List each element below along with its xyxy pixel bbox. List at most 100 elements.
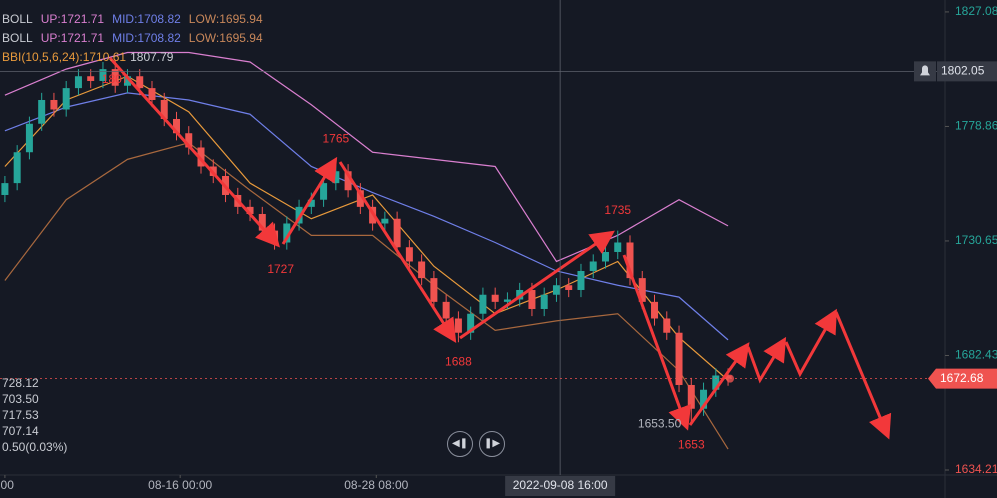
arrow — [338, 161, 457, 344]
candle-body — [50, 99, 58, 110]
arrow — [108, 56, 281, 248]
candle-body — [197, 147, 205, 167]
next-button[interactable]: ❚▶ — [479, 431, 505, 457]
plot — [1, 11, 949, 478]
last-price-dot — [726, 374, 735, 383]
candle-body — [700, 389, 708, 409]
candle-body — [442, 301, 450, 319]
indicator-line — [4, 75, 729, 381]
candle-body — [687, 384, 695, 409]
legend-item: MID:1708.82 — [112, 12, 181, 26]
candle-body — [516, 289, 524, 300]
candle-body — [136, 76, 144, 89]
candle-body — [405, 247, 413, 262]
annotation: 1688 — [445, 354, 472, 368]
y-tick-label: 1778.86 — [955, 119, 997, 133]
candle-body — [320, 183, 328, 200]
candle-body — [418, 261, 426, 279]
arrow — [622, 254, 692, 431]
info-value: 703.50 — [2, 392, 39, 406]
last-price-box — [928, 368, 997, 389]
annotation: 1765 — [322, 132, 349, 146]
candle-body — [663, 318, 671, 333]
legend-row: BBI(10,5,6,24):1710.61 1807.79 — [2, 48, 271, 67]
arrow — [688, 342, 750, 426]
x-tick-label: 00 — [1, 478, 15, 492]
candle-body — [430, 278, 438, 302]
crosshair-y-box — [937, 61, 997, 82]
info-value: 728.12 — [2, 376, 39, 390]
trend-arrows — [108, 56, 892, 440]
candle-body — [393, 218, 401, 248]
candle-body — [246, 206, 254, 214]
candle-body — [344, 171, 352, 191]
indicator-line — [4, 142, 729, 450]
info-value: 0.50(0.03%) — [2, 440, 68, 454]
candle-body — [148, 88, 156, 100]
candle-body — [552, 285, 560, 295]
candle-body — [589, 261, 597, 271]
info-panel: 728.12 703.50 717.53 707.14 0.50(0.03%) — [2, 375, 67, 455]
arrow — [459, 230, 615, 340]
legend-item: BOLL — [2, 12, 33, 26]
x-tick-label: 08-16 00:00 — [148, 478, 212, 492]
candle-body — [99, 69, 107, 81]
legend: BOLL UP:1721.71 MID:1708.82 LOW:1695.94 BOLL… — [2, 10, 271, 67]
candle-body — [565, 285, 573, 290]
crosshair-y-label: 1802.05 — [941, 64, 985, 78]
last-price-label: 1672.68 — [940, 371, 984, 385]
candle-body — [87, 76, 95, 81]
candle-body — [38, 99, 46, 124]
prev-button[interactable]: ◀❚ — [447, 431, 473, 457]
y-tick-label: 1730.65 — [955, 233, 997, 247]
arrow — [834, 311, 892, 440]
legend-item: UP:1721.71 — [40, 31, 105, 45]
candle-body — [160, 99, 168, 119]
candle-body — [675, 332, 683, 385]
annotation: 1653 — [678, 438, 705, 452]
y-tick-label: 1682.43 — [955, 348, 997, 362]
candle-body — [577, 270, 585, 290]
candle-body — [614, 242, 622, 252]
candle-body — [172, 118, 180, 134]
y-tick-label: 1634.21 — [955, 462, 997, 476]
candle-body — [25, 123, 33, 153]
candle-body — [185, 133, 193, 148]
candle-body — [307, 199, 315, 207]
annotation: 1807 — [102, 72, 129, 86]
info-value: 707.14 — [2, 424, 39, 438]
candle-body — [540, 294, 548, 309]
candle-body — [1, 183, 9, 195]
candle-body — [712, 375, 720, 390]
arrow — [784, 308, 837, 378]
crosshair-x-label: 2022-09-08 16:00 — [513, 478, 608, 492]
candle-body — [123, 76, 131, 86]
legend-item: LOW:1695.94 — [188, 12, 263, 26]
low-label: 1653.50 — [638, 416, 682, 430]
y-tick-label: 1827.08 — [955, 4, 997, 18]
crosshair-x-box — [505, 476, 616, 496]
arrow — [281, 156, 338, 245]
candle-body — [74, 76, 82, 89]
bell-icon — [920, 65, 930, 76]
legend-row: BOLL UP:1721.71 MID:1708.82 LOW:1695.94 — [2, 10, 271, 29]
legend-item: LOW:1695.94 — [188, 31, 263, 45]
candle-body — [332, 171, 340, 184]
legend-item: BOLL — [2, 31, 33, 45]
candle-body — [381, 218, 389, 224]
legend-item: 1807.79 — [130, 50, 174, 64]
candle-body — [13, 152, 21, 184]
candle-body — [528, 289, 536, 309]
legend-item: UP:1721.71 — [40, 12, 105, 26]
candle-body — [356, 190, 364, 207]
candle-body — [111, 69, 119, 86]
candle-body — [467, 313, 475, 333]
candle-body — [651, 301, 659, 319]
candle-body — [479, 294, 487, 314]
candle-body — [295, 206, 303, 224]
x-tick-label: 08-28 08:00 — [344, 478, 408, 492]
annotation: 1727 — [267, 262, 294, 276]
